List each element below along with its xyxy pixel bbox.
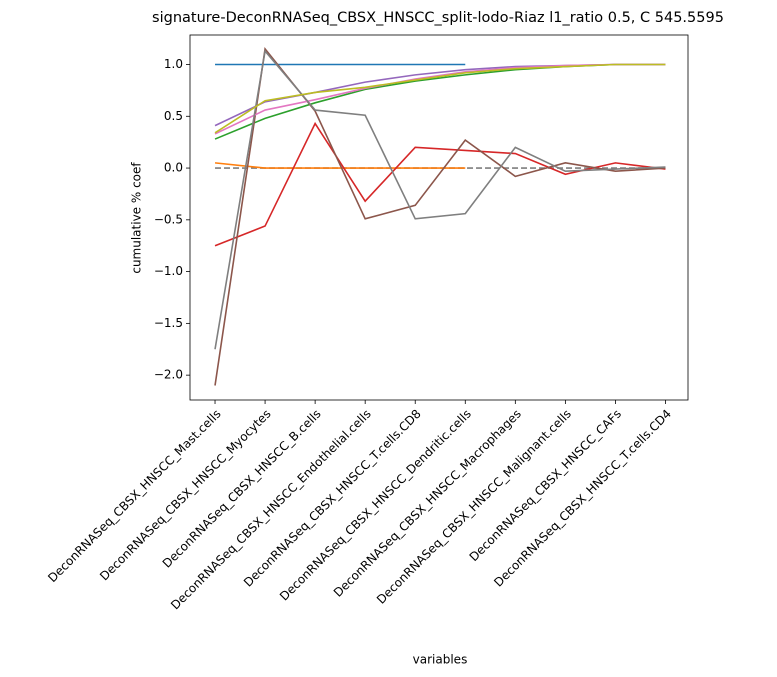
x-tick-label: DeconRNASeq_CBSX_HNSCC_Dendritic.cells [277, 407, 474, 604]
x-tick-label: DeconRNASeq_CBSX_HNSCC_Macrophages [331, 407, 524, 600]
y-tick-label: −1.0 [154, 264, 183, 278]
y-axis-label: cumulative % coef [130, 162, 144, 274]
series-line [214, 63, 666, 127]
series-line [214, 47, 666, 386]
x-tick-label: DeconRNASeq_CBSX_HNSCC_Mast.cells [45, 407, 223, 585]
series-line [214, 121, 666, 247]
y-tick-label: 0.5 [164, 109, 183, 123]
x-tick-label: DeconRNASeq_CBSX_HNSCC_Malignant.cells [374, 407, 574, 607]
x-tick-label: DeconRNASeq_CBSX_HNSCC_Myocytes [97, 407, 274, 584]
plot-frame [189, 34, 689, 401]
y-tick-label: −2.0 [154, 368, 183, 382]
y-tick-label: −1.5 [154, 316, 183, 330]
series-line [214, 49, 666, 350]
series-line [214, 162, 466, 169]
y-tick-label: −0.5 [154, 212, 183, 226]
y-tick-label: 1.0 [164, 57, 183, 71]
y-tick-label: 0.0 [164, 161, 183, 175]
chart-title: signature-DeconRNASeq_CBSX_HNSCC_split-l… [152, 10, 724, 26]
series-line [214, 63, 666, 134]
x-axis-label: variables [413, 653, 468, 667]
x-tick-label: DeconRNASeq_CBSX_HNSCC_T.cells.CD4 [491, 407, 674, 590]
x-tick-label: DeconRNASeq_CBSX_HNSCC_T.cells.CD8 [241, 407, 424, 590]
